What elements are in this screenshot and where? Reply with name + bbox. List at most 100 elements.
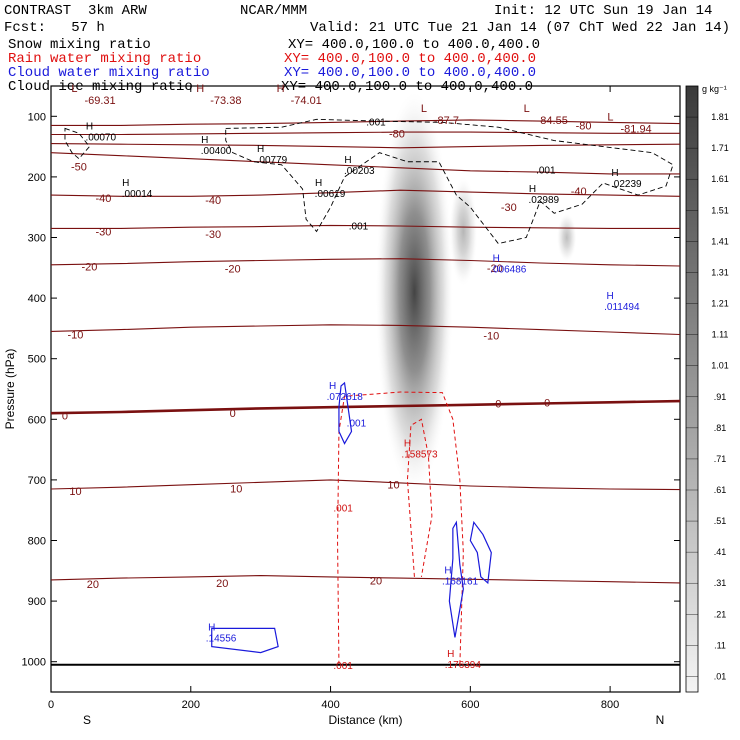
colorbar-label-2: 1.61 [711, 174, 729, 184]
rain-max-value-1: .176394 [445, 660, 482, 671]
top-extreme-marker-2: H [277, 83, 285, 95]
model-title: CONTRAST 3km ARW [4, 3, 147, 19]
temp-label-12: 0 [495, 399, 501, 411]
rain-max-marker-1: H [447, 649, 454, 660]
y-tick-label-1000: 1000 [22, 657, 46, 669]
temp-label-0: -50 [71, 162, 87, 174]
temp-label-13: 0 [544, 397, 550, 409]
colorbar-label-14: .41 [714, 547, 727, 557]
field-xy-rain: XY= 400.0,100.0 to 400.0,400.0 [284, 51, 537, 67]
snow-blob-2 [556, 213, 577, 262]
temp-label-8: -10 [68, 329, 84, 341]
temp-contour--10 [51, 324, 680, 336]
colorbar-label-3: 1.51 [711, 205, 729, 215]
y-tick-label-700: 700 [28, 475, 46, 487]
field-name-snow: Snow mixing ratio [8, 37, 151, 53]
x-tick-label-400: 400 [321, 699, 339, 711]
top-extreme-marker-1: H [196, 83, 204, 95]
forecast-hour: Fcst: 57 h [4, 20, 105, 36]
colorbar-label-6: 1.21 [711, 299, 729, 309]
top-extreme-value-1: -73.38 [210, 95, 241, 107]
colorbar-label-15: .31 [714, 578, 727, 588]
end-label-left: S [83, 713, 91, 727]
field-xy-cloud-ice: XY= 400.0,100.0 to 400.0,400.0 [281, 79, 534, 95]
ice-max-value-5: .00619 [315, 189, 346, 200]
ice-contour-label-2: .001 [349, 222, 369, 233]
ice-max-marker-5: H [315, 178, 322, 189]
ice-max-marker-6: H [611, 168, 618, 179]
rain-max-value-0: .158573 [401, 449, 438, 460]
cloud-water-max-marker-3: H [444, 566, 451, 577]
temp-label-2: -40 [205, 195, 221, 207]
colorbar-label-4: 1.41 [711, 236, 729, 246]
temp-label-19: 20 [370, 575, 382, 587]
cloud-water-outline-4 [211, 627, 279, 654]
cloud-water-max-value-4: .14556 [206, 634, 237, 645]
colorbar-label-12: .61 [714, 485, 727, 495]
top-extreme-value-5: -81.94 [620, 124, 651, 136]
cloud-water-outline-2 [448, 520, 464, 638]
colorbar-label-9: .91 [714, 392, 727, 402]
ice-max-marker-4: H [122, 178, 129, 189]
y-tick-label-600: 600 [28, 414, 46, 426]
ice-contour-label-0: .001 [366, 117, 386, 128]
top-extreme-marker-0: L [71, 83, 77, 95]
field-name-rain: Rain water mixing ratio [8, 51, 202, 67]
temp-contour--30 [51, 224, 680, 229]
cloud-water-max-value-0: .006486 [490, 265, 527, 276]
colorbar-unit: g kg⁻¹ [702, 84, 727, 94]
temp-label-10: 0 [62, 411, 68, 423]
temp-label-1: -40 [95, 193, 111, 205]
ice-max-value-2: .00779 [257, 155, 288, 166]
cloud-water-max-marker-0: H [493, 254, 500, 265]
cloud-water-contour-label-0: .001 [347, 419, 367, 430]
ice-max-value-4: .00014 [122, 189, 153, 200]
temp-contour-20 [51, 575, 680, 584]
end-label-right: N [656, 713, 665, 727]
temp-label-14: 10 [69, 486, 81, 498]
temp-label-11: 0 [230, 408, 236, 420]
cloud-water-outline-3 [469, 520, 492, 585]
ice-max-marker-1: H [201, 135, 208, 146]
temp-label-5: -20 [81, 262, 97, 274]
temp-label-9: -10 [483, 331, 499, 343]
x-tick-label-600: 600 [461, 699, 479, 711]
ice-max-marker-0: H [86, 122, 93, 133]
institution: NCAR/MMM [240, 3, 308, 19]
colorbar-label-1: 1.71 [711, 143, 729, 153]
x-tick-label-200: 200 [182, 699, 200, 711]
rain-contour-label-1: .001 [333, 661, 353, 672]
colorbar-ramp [685, 85, 699, 693]
colorbar-label-16: .21 [714, 609, 727, 619]
temp-contour-10 [51, 479, 680, 491]
ice-max-value-3: .00203 [344, 166, 375, 177]
cloud-water-max-marker-2: H [329, 381, 336, 392]
field-name-cloud-ice: Cloud ice mixing ratio [8, 79, 193, 95]
colorbar-label-7: 1.11 [712, 330, 729, 340]
temp-label-7: -20 [487, 263, 503, 275]
x-tick-label-0: 0 [48, 699, 54, 711]
field-xy-cloud-water: XY= 400.0,100.0 to 400.0,400.0 [284, 65, 537, 81]
temp-label-18: 20 [216, 578, 228, 590]
top-extreme-marker-5: L [607, 112, 613, 124]
top-extreme-marker-4: L [524, 103, 530, 115]
x-tick-label-800: 800 [601, 699, 619, 711]
temp-contour--60 [51, 143, 680, 149]
temp-label-17: 20 [87, 579, 99, 591]
ice-contour-label-1: .001 [536, 165, 556, 176]
temp-label-23: -40 [571, 186, 587, 198]
temp-label-3: -30 [95, 226, 111, 238]
y-tick-label-200: 200 [28, 172, 46, 184]
colorbar-label-11: .71 [714, 454, 727, 464]
rain-outline-inner [406, 418, 433, 577]
top-extreme-value-0: -69.31 [84, 95, 115, 107]
colorbar-label-5: 1.31 [711, 267, 729, 277]
temp-label-20: -80 [389, 128, 405, 140]
cloud-water-max-value-2: .072618 [327, 392, 364, 403]
colorbar-label-8: 1.01 [711, 361, 729, 371]
colorbar-label-18: .01 [714, 671, 727, 681]
ice-outline-main [225, 118, 674, 245]
top-extreme-value-4: -84.55 [537, 115, 568, 127]
top-extreme-marker-3: L [421, 103, 427, 115]
